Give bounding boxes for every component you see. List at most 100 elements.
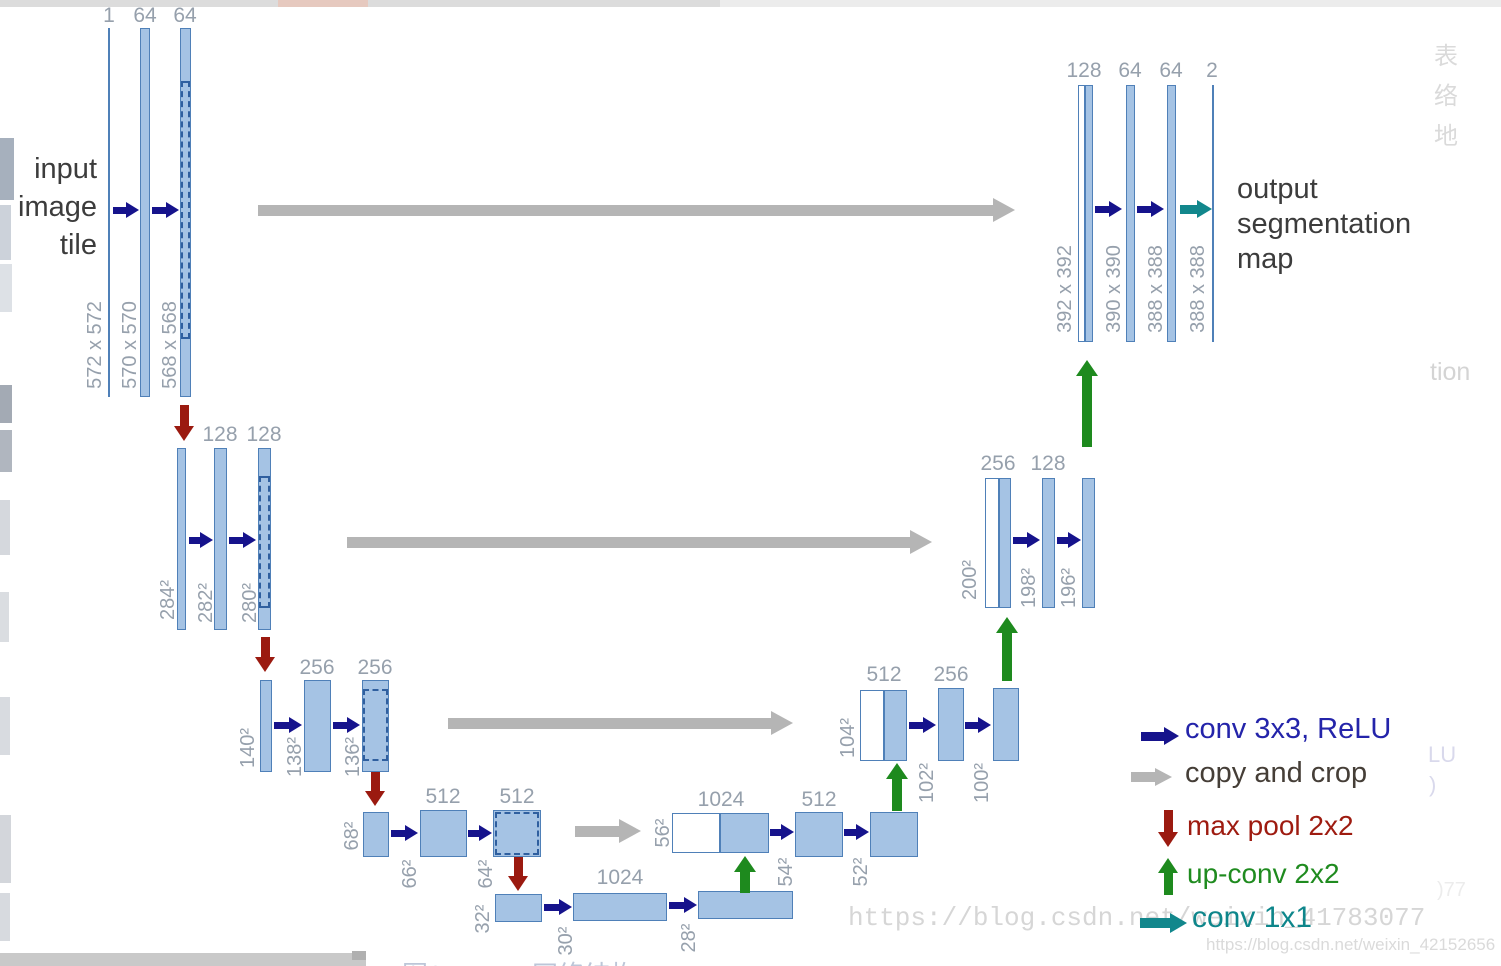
right-edge-char: 表	[1434, 43, 1458, 70]
dec1-bar-2	[1167, 85, 1176, 342]
feature-size-label: 28²	[678, 923, 700, 953]
watermark-small: https://blog.csdn.net/weixin_42152656	[1206, 935, 1496, 954]
enc3-bar-2-crop-dash	[363, 689, 388, 761]
conv3x3-arrow	[770, 823, 794, 841]
top-edge-artifact-fragment	[278, 0, 368, 7]
channel-count-label: 1	[103, 4, 115, 27]
copy-crop-arrow-level2	[347, 529, 932, 555]
feature-size-label: 392 x 392	[1054, 245, 1076, 333]
channel-count-label: 1024	[697, 788, 745, 811]
enc4-box-0	[363, 812, 389, 857]
channel-count-label: 64	[173, 4, 197, 27]
dec4-concat-box-upconv-half	[720, 813, 769, 853]
upconv-arrow-3	[996, 617, 1018, 681]
copy-crop-arrow-level1	[258, 197, 1015, 223]
feature-size-label: 390 x 390	[1103, 245, 1125, 333]
feature-size-label: 68²	[341, 821, 363, 851]
legend-conv1x1-arrow	[1140, 912, 1187, 934]
feature-size-label: 100²	[971, 762, 993, 804]
left-edge-artifact	[0, 205, 11, 260]
dec2-bar-2	[1082, 478, 1095, 608]
channel-count-label: 64	[1118, 59, 1142, 82]
dec3-concat-box	[860, 690, 907, 761]
conv3x3-arrow	[391, 824, 418, 842]
feature-size-label: 282²	[195, 582, 217, 624]
input-label-line: input	[34, 153, 97, 185]
top-edge-artifact	[720, 0, 1501, 7]
conv3x3-arrow	[909, 716, 936, 734]
dec3-concat-box-upconv-half	[884, 690, 907, 761]
channel-count-label: 64	[1159, 59, 1183, 82]
conv3x3-arrow	[333, 716, 360, 734]
dec2-bar-1	[1042, 478, 1055, 608]
enc2-bar-0	[177, 448, 186, 630]
enc3-bar-2	[362, 680, 389, 772]
legend-conv3x3-arrow	[1141, 726, 1179, 746]
maxpool-arrow-1	[173, 405, 195, 441]
channel-count-label: 512	[425, 785, 461, 808]
left-edge-artifact	[0, 592, 9, 642]
left-edge-artifact	[0, 264, 12, 312]
conv3x3-arrow	[1137, 200, 1164, 218]
bottom-bar-cap	[352, 951, 366, 960]
feature-size-label: 52²	[850, 857, 872, 887]
legend-conv3x3-label: conv 3x3, ReLU	[1185, 713, 1392, 745]
dec2-concat-bar-copied-half	[985, 478, 999, 608]
conv3x3-arrow	[274, 716, 302, 734]
left-edge-artifact	[0, 697, 10, 755]
legend-upconv-label: up-conv 2x2	[1187, 858, 1340, 889]
channel-count-label: 128	[246, 423, 282, 446]
dec3-concat-box-copied-half	[860, 690, 884, 761]
right-edge-text-tion: tion	[1430, 358, 1471, 386]
enc3-bar-1	[304, 680, 331, 772]
input-label-line: image	[18, 191, 97, 223]
conv3x3-arrow	[965, 716, 991, 734]
enc1-feature-bar-1	[140, 28, 150, 397]
input-image-tile-label: input image tile	[2, 150, 97, 264]
feature-size-label: 64²	[475, 859, 497, 889]
maxpool-arrow-3	[364, 772, 386, 806]
channel-count-label: 256	[933, 663, 969, 686]
ghost-text-lu: LU	[1428, 742, 1457, 767]
conv3x3-arrow	[1057, 531, 1081, 549]
input-label-line: tile	[59, 229, 97, 261]
feature-size-label: 572 x 572	[84, 301, 106, 389]
enc1-feature-bar-2-crop-dash	[181, 81, 190, 339]
legend-maxpool-arrow	[1157, 810, 1179, 847]
output-segmentation-map-label: output segmentation map	[1237, 172, 1467, 277]
left-edge-artifact	[0, 385, 12, 423]
channel-count-label: 128	[1030, 452, 1066, 475]
upconv-arrow-2	[886, 763, 908, 811]
enc2-bar-1	[214, 448, 227, 630]
ghost-text-77: )77	[1437, 879, 1466, 901]
conv1x1-arrow	[1180, 199, 1212, 219]
dec1-concat-bar	[1078, 85, 1093, 342]
legend-conv1x1-label: conv 1x1	[1192, 901, 1313, 934]
legend-copy-crop-label: copy and crop	[1185, 757, 1368, 789]
watermark-large: https://blog.csdn.net/weixin_41783077	[848, 903, 1426, 933]
left-edge-artifact	[0, 500, 10, 555]
conv3x3-arrow	[113, 201, 139, 219]
right-edge-char: 地	[1434, 123, 1458, 150]
upconv-arrow-1	[734, 856, 756, 893]
figure-caption: 图2：U-net网络结构	[402, 955, 636, 966]
feature-size-label: 388 x 388	[1187, 245, 1209, 333]
feature-size-label: 136²	[342, 736, 364, 778]
feature-size-label: 284²	[157, 579, 179, 621]
enc3-bar-0	[260, 680, 272, 772]
conv3x3-arrow	[669, 896, 697, 914]
conv3x3-arrow	[189, 531, 213, 549]
output-label-line: output	[1237, 173, 1318, 205]
conv3x3-arrow	[468, 824, 492, 842]
dec2-concat-bar	[985, 478, 1011, 608]
copy-crop-arrow-level3	[448, 710, 793, 736]
feature-size-label: 198²	[1018, 567, 1040, 609]
copy-crop-arrow-level4	[575, 818, 641, 844]
output-label-line: segmentation	[1237, 208, 1412, 240]
left-edge-artifact	[0, 138, 14, 200]
feature-size-label: 140²	[237, 727, 259, 769]
channel-count-label: 256	[980, 452, 1016, 475]
channel-count-label: 64	[133, 4, 157, 27]
conv3x3-arrow	[152, 201, 179, 219]
